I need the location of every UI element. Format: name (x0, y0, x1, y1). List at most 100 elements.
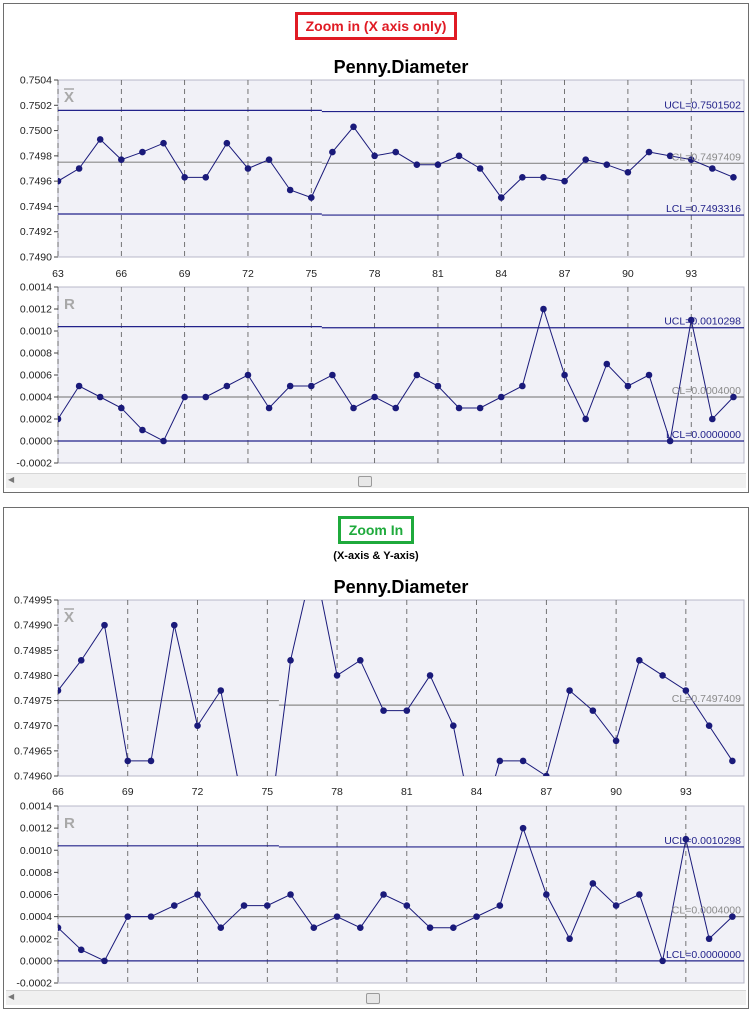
y-tick-label: -0.0002 (16, 458, 52, 470)
y-tick-label: 0.7496 (20, 176, 52, 188)
data-point (496, 757, 504, 765)
x-tick-label: 87 (540, 786, 552, 798)
scroll-thumb[interactable] (358, 476, 372, 487)
data-point (357, 657, 364, 664)
range-chart: -0.0002 0.0000 0.0002 0.0004 0.0006 0.0008 0.0… (16, 282, 745, 470)
x-tick-label: 84 (471, 786, 483, 798)
y-tick-label: 0.74980 (14, 670, 52, 682)
data-point (543, 772, 550, 776)
data-point (58, 924, 62, 931)
data-point (612, 902, 620, 909)
data-point (329, 371, 336, 379)
scroll-left-icon[interactable]: ◀ (8, 992, 15, 1001)
ucl-label: UCL=0.0010298 (664, 835, 741, 847)
data-point (476, 165, 484, 172)
data-point (497, 393, 505, 401)
data-point (612, 737, 620, 745)
data-point (194, 722, 201, 730)
chart-title: Penny.Diameter (334, 577, 469, 597)
data-point (682, 835, 690, 843)
data-point (77, 946, 85, 954)
data-point (603, 360, 611, 368)
x-tick-label: 90 (610, 786, 622, 798)
data-point (413, 161, 421, 169)
data-point (682, 687, 690, 694)
chart-title: Penny.Diameter (334, 57, 469, 77)
x-tick-label: 75 (305, 268, 317, 280)
data-point (666, 152, 674, 160)
range-symbol: R (64, 296, 75, 313)
y-tick-label: 0.0000 (20, 436, 52, 448)
data-point (223, 382, 231, 390)
y-tick-label: 0.7490 (20, 252, 52, 264)
y-tick-label: 0.0010 (20, 326, 52, 338)
data-point (666, 437, 674, 445)
data-point (434, 161, 442, 169)
data-point (287, 657, 294, 664)
data-point (730, 393, 737, 401)
y-tick-label: 0.0014 (20, 282, 52, 294)
x-tick-label: 75 (261, 786, 273, 798)
data-point (540, 174, 547, 181)
data-point (519, 824, 527, 832)
y-tick-label: 0.0004 (20, 911, 52, 923)
data-point (497, 194, 505, 201)
plot-area (57, 79, 745, 258)
data-point (371, 152, 378, 160)
data-point (77, 657, 85, 664)
data-point (333, 672, 341, 679)
data-point (310, 556, 317, 563)
data-point (624, 168, 632, 176)
data-point (709, 415, 716, 423)
cl-label: CL=0.7497409 (672, 693, 741, 705)
data-point (455, 404, 463, 412)
y-tick-label: 0.0010 (20, 845, 52, 857)
data-point (160, 139, 167, 147)
range-symbol: R (64, 815, 75, 832)
x-tick-label: 93 (685, 268, 697, 280)
x-tick-label: 81 (432, 268, 444, 280)
x-tick-label: 69 (179, 268, 191, 280)
y-tick-label: 0.0006 (20, 370, 52, 382)
data-point (582, 156, 589, 163)
data-point (589, 707, 597, 714)
data-point (636, 657, 643, 664)
cl-label: CL=0.0004000 (672, 905, 741, 917)
xbar-chart: 0.74960 0.74965 0.74970 0.74975 0.74980 0.749… (14, 556, 745, 798)
data-point (729, 913, 736, 920)
lcl-label: LCL=0.7493316 (666, 203, 741, 215)
x-tick-label: 93 (680, 786, 692, 798)
y-tick-label: 0.7504 (20, 75, 52, 87)
data-point (244, 371, 252, 379)
data-point (380, 707, 387, 714)
data-point (202, 393, 210, 401)
data-point (543, 891, 550, 898)
data-point (566, 935, 573, 943)
plot-content (58, 556, 744, 776)
data-point (687, 156, 695, 163)
horizontal-scrollbar[interactable]: ◀ (6, 473, 746, 488)
y-tick-label: 0.7498 (20, 150, 52, 162)
x-tick-label: 72 (192, 786, 204, 798)
x-tick-label: 84 (495, 268, 507, 280)
lcl-label: LCL=0.0000000 (666, 429, 741, 441)
x-tick-label: 66 (52, 786, 64, 798)
ucl-label: UCL=0.0010298 (664, 316, 741, 328)
data-point (181, 393, 188, 401)
range-chart: -0.0002 0.0000 0.0002 0.0004 0.0006 0.0008 0.0… (16, 801, 745, 990)
data-point (240, 902, 248, 909)
data-point (624, 382, 632, 390)
series-line (58, 826, 733, 963)
scroll-thumb[interactable] (366, 993, 380, 1004)
y-tick-label: 0.74970 (14, 720, 52, 732)
lcl-label: LCL=0.0000000 (666, 949, 741, 961)
data-point (519, 757, 527, 765)
data-point (603, 161, 611, 169)
scroll-left-icon[interactable]: ◀ (8, 475, 15, 484)
horizontal-scrollbar[interactable]: ◀ (6, 990, 746, 1005)
data-point (455, 152, 463, 160)
plot-content (58, 109, 744, 216)
data-point (582, 415, 589, 423)
cl-label: CL=0.7497409 (672, 151, 741, 163)
y-tick-label: 0.0014 (20, 801, 52, 813)
